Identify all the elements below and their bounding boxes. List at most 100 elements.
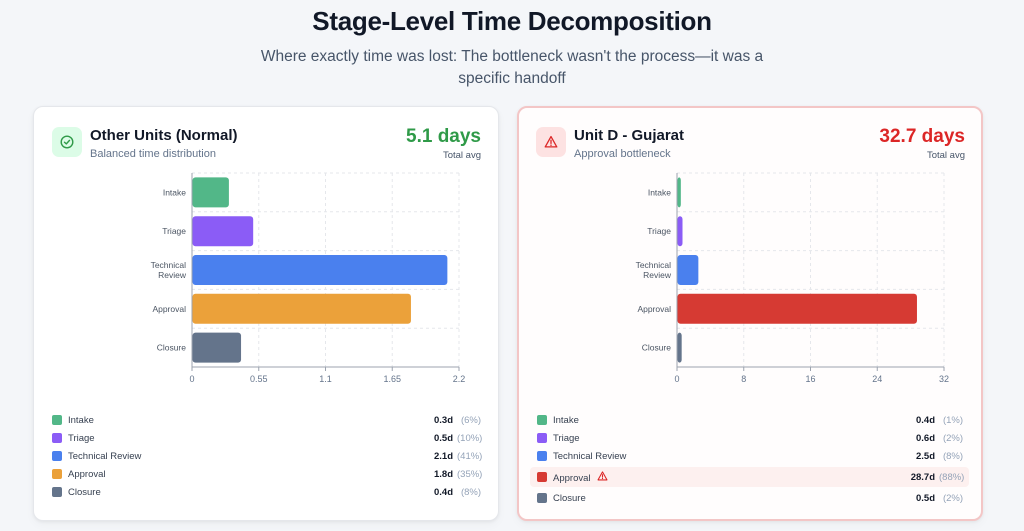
- x-tick-label: 24: [872, 374, 882, 384]
- category-label: Triage: [647, 226, 671, 236]
- normal-units-card: Other Units (Normal) Balanced time distr…: [33, 106, 499, 521]
- legend-value: 28.7d: [910, 471, 935, 483]
- page-title: Stage-Level Time Decomposition: [312, 6, 712, 36]
- legend-swatch: [52, 415, 62, 425]
- category-label: Technical: [636, 260, 672, 270]
- card-title: Unit D - Gujarat: [574, 127, 685, 144]
- category-label: Technical: [151, 260, 187, 270]
- legend-swatch: [537, 415, 547, 425]
- legend-item: Intake 0.4d (1%): [530, 411, 969, 429]
- legend-value: 0.6d: [915, 432, 935, 444]
- legend-label: Closure: [553, 492, 586, 504]
- category-label: Closure: [642, 343, 672, 353]
- bar-intake: [192, 177, 229, 208]
- legend-percent: (8%): [460, 486, 481, 498]
- legend-item: Technical Review 2.1d (41%): [50, 447, 483, 465]
- total-label: Total avg: [926, 150, 965, 161]
- x-tick-label: 1.1: [319, 374, 332, 384]
- card-subtitle: Balanced time distribution: [90, 148, 216, 160]
- bar-triage: [677, 216, 683, 247]
- legend-value: 2.1d: [433, 450, 453, 462]
- bar-approval: [192, 293, 411, 324]
- total-label: Total avg: [442, 150, 481, 161]
- warning-triangle-icon: [536, 127, 566, 157]
- warning-triangle-icon: [597, 470, 608, 481]
- bar-triage: [192, 216, 254, 247]
- x-tick-label: 1.65: [383, 374, 401, 384]
- legend-percent: (2%): [942, 432, 963, 444]
- bar-closure: [677, 332, 682, 363]
- legend-value: 0.5d: [433, 432, 453, 444]
- legend-label: Closure: [68, 486, 101, 498]
- bar-intake: [677, 177, 681, 208]
- legend-value: 0.4d: [433, 486, 453, 498]
- legend-value: 0.5d: [915, 492, 935, 504]
- legend-label: Intake: [553, 414, 579, 426]
- legend-swatch: [52, 433, 62, 443]
- legend-item: Closure 0.5d (2%): [530, 489, 969, 507]
- category-label: Review: [158, 270, 187, 280]
- x-tick-label: 32: [939, 374, 949, 384]
- normal-units-bar-chart: 0 0.55 1.1 1.65 2.2 Intake Triage TechnicalRevi…: [151, 172, 466, 384]
- total-days: 5.1 days: [406, 126, 481, 147]
- bar-technical-review: [677, 255, 699, 285]
- page-subtitle: Where exactly time was lost: The bottlen…: [260, 48, 764, 87]
- legend-label: Approval: [68, 468, 106, 480]
- legend-value: 2.5d: [915, 450, 935, 462]
- category-label: Approval: [637, 304, 671, 314]
- legend-percent: (10%): [457, 432, 483, 444]
- legend-percent: (88%): [939, 471, 965, 483]
- legend-label: Intake: [68, 414, 94, 426]
- x-tick-label: 16: [805, 374, 815, 384]
- legend-item: Technical Review 2.5d (8%): [530, 447, 969, 465]
- legend-label: Triage: [68, 432, 95, 444]
- x-tick-label: 8: [741, 374, 746, 384]
- category-label: Closure: [157, 343, 187, 353]
- category-label: Intake: [163, 187, 186, 197]
- legend-percent: (2%): [942, 492, 963, 504]
- category-label: Triage: [162, 226, 186, 236]
- legend-item: Closure 0.4d (8%): [50, 483, 481, 501]
- legend-swatch: [52, 487, 62, 497]
- bar-closure: [192, 332, 242, 363]
- legend-value: 1.8d: [433, 468, 453, 480]
- legend-percent: (35%): [457, 468, 483, 480]
- legend-label: Approval: [553, 470, 911, 484]
- card-title: Other Units (Normal): [90, 127, 238, 144]
- check-circle-icon: [52, 127, 82, 157]
- legend-label: Technical Review: [68, 450, 142, 462]
- legend-percent: (8%): [942, 450, 963, 462]
- legend-swatch: [52, 469, 62, 479]
- legend-percent: (41%): [457, 450, 483, 462]
- legend-percent: (1%): [942, 414, 963, 426]
- legend: Intake 0.3d (6%) Triage 0.5d (10%) Techn…: [50, 411, 483, 501]
- legend-swatch: [537, 451, 547, 461]
- legend-label: Technical Review: [553, 450, 627, 462]
- legend-item: Triage 0.5d (10%): [50, 429, 483, 447]
- legend-item: Triage 0.6d (2%): [530, 429, 969, 447]
- legend-value: 0.4d: [915, 414, 935, 426]
- total-days: 32.7 days: [879, 126, 965, 147]
- card-subtitle: Approval bottleneck: [574, 148, 671, 160]
- legend-item-highlighted: Approval 28.7d (88%): [530, 467, 969, 487]
- unit-d-card: Unit D - Gujarat Approval bottleneck 32.…: [517, 106, 983, 521]
- legend-swatch: [537, 493, 547, 503]
- legend-swatch: [52, 451, 62, 461]
- category-label: Approval: [152, 304, 186, 314]
- x-tick-label: 0: [189, 374, 194, 384]
- legend-item: Approval 1.8d (35%): [50, 465, 483, 483]
- legend-label: Triage: [553, 432, 580, 444]
- legend-swatch: [537, 472, 547, 482]
- category-label: Review: [643, 270, 672, 280]
- x-tick-label: 0.55: [250, 374, 268, 384]
- legend: Intake 0.4d (1%) Triage 0.6d (2%) Techni…: [530, 411, 969, 507]
- category-label: Intake: [648, 187, 671, 197]
- bar-approval: [677, 293, 917, 324]
- bar-technical-review: [192, 255, 448, 285]
- legend-percent: (6%): [460, 414, 481, 426]
- legend-value: 0.3d: [433, 414, 453, 426]
- x-tick-label: 2.2: [453, 374, 466, 384]
- legend-swatch: [537, 433, 547, 443]
- x-tick-label: 0: [674, 374, 679, 384]
